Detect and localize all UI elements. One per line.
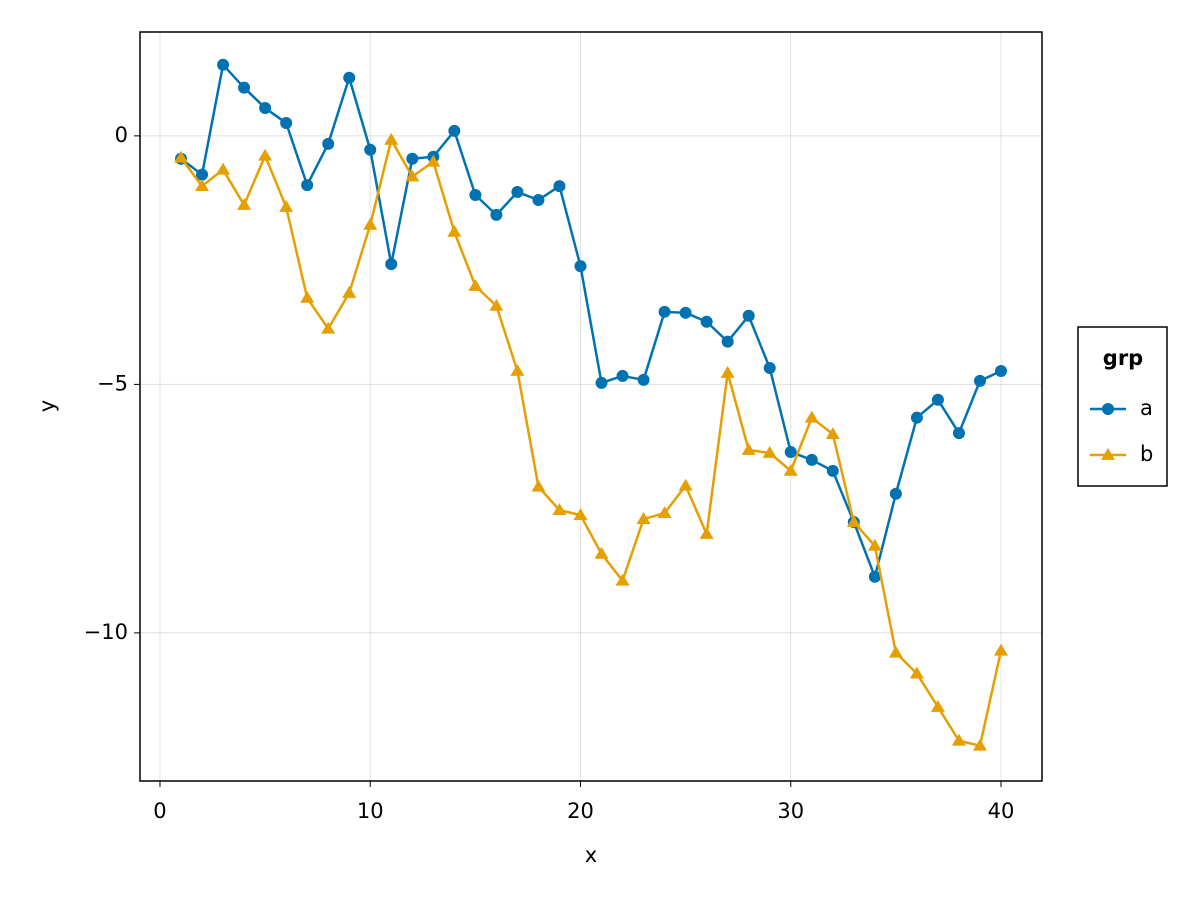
- plot-frame: [139, 31, 1043, 782]
- marker: [279, 199, 294, 212]
- marker: [658, 305, 671, 318]
- y-tick-label: −10: [84, 620, 128, 644]
- marker: [469, 189, 482, 202]
- x-tick-label: 20: [567, 799, 594, 823]
- x-tick-label: 30: [777, 799, 804, 823]
- marker: [763, 361, 776, 374]
- legend-box: [1077, 326, 1168, 487]
- marker: [300, 290, 315, 303]
- marker: [616, 369, 629, 382]
- marker: [888, 645, 903, 658]
- series-line: [179, 138, 1003, 747]
- marker: [699, 526, 714, 539]
- marker: [510, 363, 525, 376]
- marker: [637, 373, 650, 386]
- marker: [762, 445, 777, 458]
- y-tick-label: −5: [97, 371, 128, 395]
- marker: [825, 427, 840, 439]
- marker: [972, 738, 987, 751]
- marker: [490, 208, 503, 221]
- marker: [742, 309, 755, 322]
- marker: [679, 306, 692, 319]
- marker: [574, 260, 587, 273]
- marker: [322, 137, 335, 150]
- x-tick-label: 10: [357, 799, 384, 823]
- marker: [700, 315, 713, 328]
- x-axis-label: x: [585, 843, 597, 867]
- marker: [448, 124, 461, 137]
- marker: [385, 258, 398, 271]
- marker: [195, 179, 210, 191]
- marker: [364, 143, 377, 156]
- marker: [868, 570, 881, 583]
- marker: [343, 71, 356, 84]
- marker: [1102, 403, 1114, 415]
- marker: [238, 81, 251, 94]
- marker: [909, 666, 924, 679]
- marker: [280, 116, 293, 129]
- marker: [657, 506, 672, 519]
- legend-label: b: [1140, 442, 1153, 466]
- marker: [805, 453, 818, 466]
- marker: [952, 427, 965, 440]
- marker: [237, 197, 252, 210]
- marker: [511, 186, 524, 199]
- marker: [384, 132, 399, 145]
- marker: [321, 321, 336, 334]
- series-line: [180, 63, 1002, 578]
- marker: [426, 154, 441, 167]
- marker: [931, 393, 944, 406]
- marker: [1101, 448, 1115, 460]
- x-tick-label: 0: [153, 799, 166, 823]
- marker: [552, 503, 567, 516]
- marker: [636, 512, 651, 524]
- marker: [447, 224, 462, 237]
- y-axis-label: y: [35, 400, 59, 412]
- marker: [678, 478, 693, 491]
- marker: [174, 150, 188, 163]
- marker: [531, 479, 546, 492]
- marker: [804, 410, 819, 423]
- marker: [553, 180, 566, 193]
- marker: [573, 508, 588, 520]
- marker: [196, 168, 209, 181]
- marker: [721, 335, 734, 348]
- marker: [217, 58, 230, 71]
- marker: [995, 364, 1007, 377]
- marker: [951, 733, 966, 746]
- marker: [867, 538, 882, 551]
- marker: [889, 487, 902, 500]
- marker: [615, 573, 630, 586]
- legend-label: a: [1140, 396, 1153, 420]
- marker: [826, 464, 839, 477]
- marker: [783, 463, 798, 476]
- legend-title: grp: [1103, 346, 1143, 370]
- marker: [910, 411, 923, 424]
- marker: [994, 643, 1008, 656]
- marker: [468, 278, 483, 291]
- marker: [363, 217, 378, 230]
- x-tick-label: 40: [988, 799, 1015, 823]
- y-tick-label: 0: [115, 123, 128, 147]
- marker: [405, 169, 420, 182]
- marker: [595, 376, 608, 389]
- marker: [216, 162, 231, 175]
- marker: [532, 193, 545, 206]
- marker: [930, 699, 945, 712]
- marker: [741, 442, 756, 455]
- marker: [258, 148, 273, 161]
- marker: [406, 152, 419, 165]
- marker: [259, 102, 272, 115]
- marker: [594, 546, 609, 559]
- marker: [846, 515, 861, 527]
- marker: [720, 365, 735, 378]
- marker: [342, 285, 357, 298]
- marker: [489, 298, 504, 311]
- marker: [784, 445, 797, 458]
- marker: [973, 374, 986, 387]
- marker: [301, 179, 314, 192]
